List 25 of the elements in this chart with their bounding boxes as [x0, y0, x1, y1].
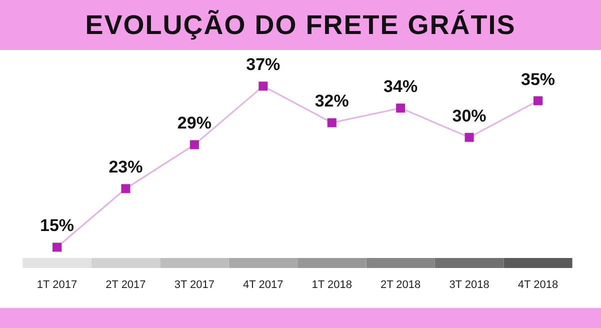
x-tick-label: 3T 2018: [449, 279, 490, 291]
point: [190, 140, 199, 150]
data-label: 32%: [314, 92, 349, 111]
point: [396, 104, 406, 113]
point: [327, 118, 336, 128]
point: [52, 242, 62, 252]
x-tick-label: 1T 2018: [312, 279, 352, 291]
chart-title: EVOLUÇÃO DO FRETE GRÁTIS: [85, 10, 516, 40]
data-label: 34%: [384, 77, 418, 96]
point: [121, 184, 130, 194]
data-label: 37%: [246, 55, 280, 74]
point: [258, 82, 268, 91]
x-tick-label: 4T 2018: [518, 279, 558, 291]
point: [534, 96, 542, 106]
data-label: 30%: [452, 106, 486, 126]
x-tick-label: 4T 2017: [243, 279, 284, 291]
x-tick-label: 2T 2018: [380, 279, 421, 291]
data-label: 29%: [177, 114, 212, 133]
x-tick-label: 3T 2017: [174, 279, 215, 291]
data-label: 15%: [40, 216, 74, 236]
point: [464, 132, 474, 142]
x-tick-label: 1T 2017: [36, 279, 78, 291]
data-label: 35%: [520, 70, 556, 89]
x-tick-label: 2T 2017: [106, 279, 146, 291]
data-label: 23%: [108, 158, 143, 177]
